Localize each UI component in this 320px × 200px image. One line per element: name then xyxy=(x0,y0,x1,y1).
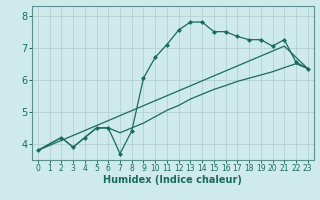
X-axis label: Humidex (Indice chaleur): Humidex (Indice chaleur) xyxy=(103,175,242,185)
